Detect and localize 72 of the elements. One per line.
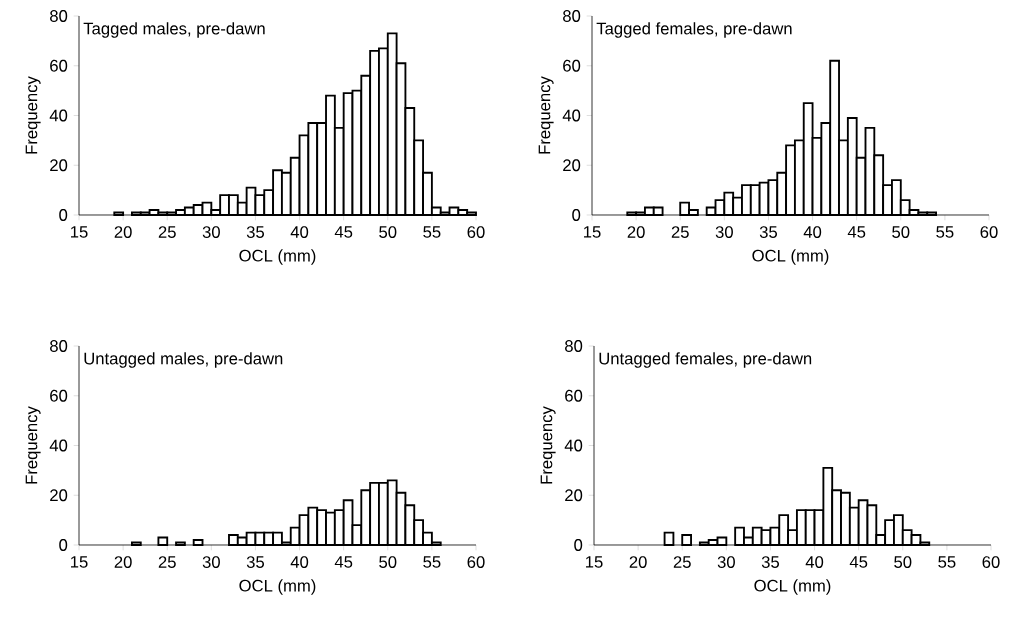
x-tick-label: 55 bbox=[938, 556, 956, 568]
x-tick-label: 15 bbox=[586, 556, 603, 568]
y-tick-label: 20 bbox=[50, 489, 68, 502]
y-tick-label: 80 bbox=[50, 340, 68, 352]
x-tick-label: 50 bbox=[379, 226, 397, 238]
x-tick-label: 40 bbox=[290, 226, 309, 238]
x-tick-label: 45 bbox=[334, 226, 353, 238]
x-tick-label: 20 bbox=[114, 226, 132, 238]
x-tick-label: 30 bbox=[202, 556, 220, 568]
x-tick-label: 30 bbox=[717, 556, 735, 568]
y-axis-title: Frequency bbox=[25, 406, 41, 484]
y-tick-label: 0 bbox=[572, 209, 581, 221]
y-tick-label: 80 bbox=[565, 340, 583, 352]
x-tick-label: 60 bbox=[982, 556, 1000, 568]
x-tick-label: 45 bbox=[849, 556, 868, 568]
y-tick-label: 40 bbox=[49, 439, 68, 452]
x-tick-label: 15 bbox=[71, 226, 88, 238]
x-tick-label: 35 bbox=[759, 226, 778, 238]
x-tick-label: 50 bbox=[894, 556, 912, 568]
x-tick-label: 35 bbox=[246, 556, 265, 568]
y-tick-label: 60 bbox=[565, 389, 583, 402]
x-tick-label: 40 bbox=[805, 556, 824, 568]
y-tick-label: 20 bbox=[50, 159, 68, 172]
x-tick-label: 60 bbox=[467, 226, 485, 238]
x-tick-label: 45 bbox=[847, 226, 866, 238]
x-tick-label: 40 bbox=[290, 556, 309, 568]
y-axis-title: Frequency bbox=[540, 406, 556, 484]
y-tick-label: 40 bbox=[562, 109, 581, 122]
x-tick-label: 20 bbox=[114, 556, 132, 568]
x-tick-label: 60 bbox=[467, 556, 485, 568]
x-axis-title: OCL (mm) bbox=[754, 579, 831, 595]
x-tick-label: 15 bbox=[71, 556, 88, 568]
y-axis-title: Frequency bbox=[538, 76, 554, 154]
x-tick-label: 30 bbox=[715, 226, 733, 238]
y-tick-label: 60 bbox=[563, 59, 581, 72]
x-tick-label: 50 bbox=[379, 556, 397, 568]
y-tick-label: 20 bbox=[565, 489, 583, 502]
x-tick-label: 35 bbox=[761, 556, 780, 568]
x-tick-label: 25 bbox=[158, 226, 176, 238]
y-tick-label: 0 bbox=[59, 209, 68, 221]
y-tick-label: 80 bbox=[563, 10, 581, 22]
y-tick-label: 60 bbox=[50, 389, 68, 402]
y-tick-label: 40 bbox=[564, 439, 583, 452]
y-tick-label: 20 bbox=[563, 159, 581, 172]
x-axis-title: OCL (mm) bbox=[239, 249, 316, 265]
x-tick-label: 55 bbox=[936, 226, 954, 238]
chart-title: Tagged females, pre-dawn bbox=[596, 22, 792, 38]
x-axis-title: OCL (mm) bbox=[239, 579, 316, 595]
chart-title: Untagged females, pre-dawn bbox=[599, 352, 812, 368]
y-axis-title: Frequency bbox=[25, 76, 41, 154]
x-tick-label: 40 bbox=[803, 226, 822, 238]
x-tick-label: 20 bbox=[627, 226, 645, 238]
y-tick-label: 0 bbox=[574, 539, 583, 551]
y-tick-label: 0 bbox=[59, 539, 68, 551]
y-tick-label: 80 bbox=[50, 10, 68, 22]
chart-title: Tagged males, pre-dawn bbox=[83, 22, 265, 38]
x-tick-label: 55 bbox=[423, 226, 441, 238]
x-tick-label: 55 bbox=[423, 556, 441, 568]
y-tick-label: 40 bbox=[49, 109, 68, 122]
x-tick-label: 60 bbox=[980, 226, 998, 238]
x-tick-label: 25 bbox=[158, 556, 176, 568]
x-tick-label: 30 bbox=[202, 226, 220, 238]
x-axis-title: OCL (mm) bbox=[752, 249, 829, 265]
x-tick-label: 45 bbox=[334, 556, 353, 568]
x-tick-label: 25 bbox=[673, 556, 691, 568]
x-tick-label: 50 bbox=[892, 226, 910, 238]
x-tick-label: 25 bbox=[671, 226, 689, 238]
chart-title: Untagged males, pre-dawn bbox=[84, 352, 283, 368]
x-tick-label: 15 bbox=[584, 226, 601, 238]
x-tick-label: 35 bbox=[246, 226, 265, 238]
y-tick-label: 60 bbox=[50, 59, 68, 72]
x-tick-label: 20 bbox=[629, 556, 647, 568]
